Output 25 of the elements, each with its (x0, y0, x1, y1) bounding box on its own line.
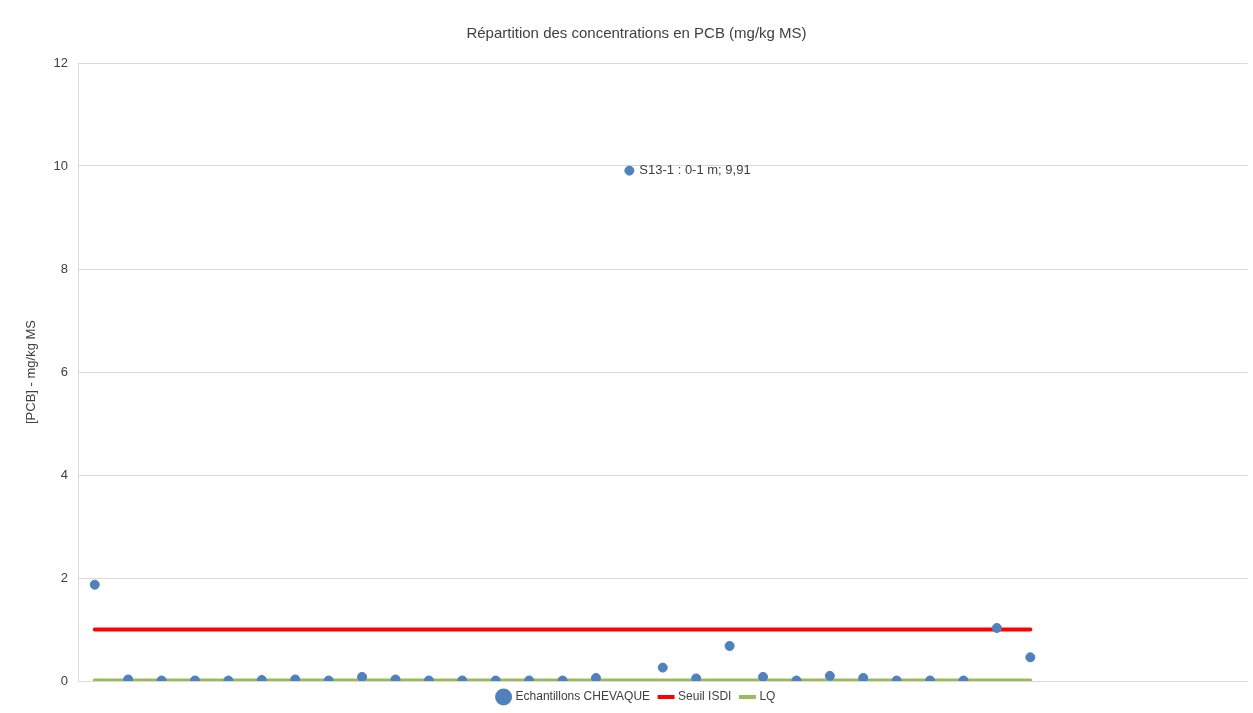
y-tick-label: 6 (60, 363, 69, 379)
legend-label: LQ (759, 689, 776, 704)
y-tick-label: 2 (60, 569, 69, 585)
point (858, 672, 869, 681)
y-tick-label: 4 (60, 466, 69, 482)
point (724, 640, 735, 651)
point (89, 579, 100, 590)
point (657, 662, 668, 673)
point (758, 671, 769, 681)
legend-label: Seuil ISDI (678, 689, 732, 704)
point (991, 622, 1002, 633)
point (624, 165, 635, 176)
point (357, 671, 368, 681)
point (691, 673, 702, 681)
point (590, 672, 601, 681)
y-tick-label: 10 (53, 157, 69, 173)
y-tick-label: 8 (60, 260, 69, 276)
chart-title: Répartition des concentrations en PCB (mg/kg MS) (466, 24, 807, 42)
legend-label: Echantillons CHEVAQUE (515, 689, 651, 704)
y-tick-label: 0 (60, 672, 69, 688)
annotation: S13-1 : 0-1 m; 9,91 (639, 162, 751, 178)
point (824, 670, 835, 681)
y-axis-title: [PCB] - mg/kg MS (23, 319, 39, 425)
point (1025, 652, 1036, 663)
y-tick-label: 12 (53, 54, 69, 70)
